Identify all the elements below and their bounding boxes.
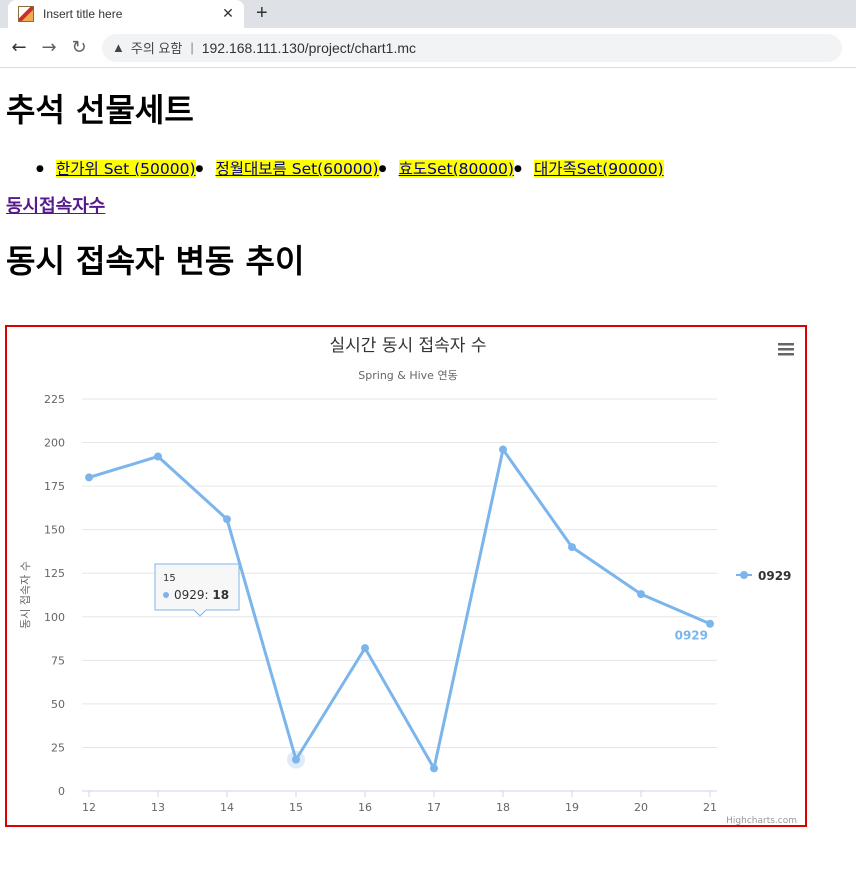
data-point[interactable] — [568, 543, 576, 552]
credits[interactable]: Highcharts.com — [726, 816, 797, 826]
line-chart: 실시간 동시 접속자 수 Spring & Hive 연동 0 25 50 75 100… — [19, 336, 797, 826]
chart-title: 실시간 동시 접속자 수 — [330, 336, 487, 356]
security-warning[interactable]: 주의 요함 — [130, 41, 183, 56]
series-0929[interactable]: 0929 — [85, 445, 714, 773]
back-icon[interactable]: ← — [11, 37, 27, 58]
y-tick-label: 125 — [44, 567, 65, 580]
x-tick-label: 17 — [427, 801, 441, 814]
chart-container: 실시간 동시 접속자 수 Spring & Hive 연동 0 25 50 75 100… — [5, 325, 807, 827]
tooltip-box — [154, 563, 240, 617]
gift-item: 정월대보름 Set(60000) — [196, 158, 379, 180]
x-tick-label: 16 — [358, 801, 372, 814]
hamburger-menu-icon[interactable] — [778, 343, 794, 356]
data-point[interactable] — [637, 590, 645, 599]
y-tick-label: 0 — [58, 785, 65, 798]
x-tick-label: 19 — [565, 801, 579, 814]
data-point[interactable] — [223, 515, 231, 524]
y-axis-label: 동시 접속자 수 — [19, 561, 32, 629]
tooltip-value: 0929: 18 — [174, 588, 229, 602]
data-point[interactable] — [154, 452, 162, 461]
browser-tab[interactable]: Insert title here ✕ — [8, 0, 244, 28]
browser-tab-bar: Insert title here ✕ + — [0, 0, 856, 28]
address-bar[interactable]: ▲ 주의 요함 | 192.168.111.130/project/chart1… — [102, 33, 842, 62]
x-tick-label: 18 — [496, 801, 510, 814]
x-tick-label: 13 — [151, 801, 165, 814]
x-axis-ticks: 12 13 14 15 16 17 18 19 20 21 — [82, 791, 717, 814]
warning-icon[interactable]: ▲ — [112, 40, 125, 55]
url-text[interactable]: 192.168.111.130/project/chart1.mc — [201, 39, 417, 56]
data-point[interactable] — [292, 755, 300, 764]
y-tick-label: 150 — [44, 524, 65, 537]
data-point[interactable] — [85, 473, 93, 482]
y-tick-label: 225 — [44, 393, 65, 406]
gift-link-hangawi[interactable]: 한가위 Set (50000) — [56, 160, 196, 178]
favicon-icon — [18, 6, 34, 22]
data-point[interactable] — [361, 644, 369, 653]
gift-item: 대가족Set(90000) — [514, 158, 664, 180]
browser-toolbar: ← → ↻ ▲ 주의 요함 | 192.168.111.130/project/… — [0, 28, 856, 68]
gift-item: 효도Set(80000) — [379, 158, 514, 180]
gift-link-daegajok[interactable]: 대가족Set(90000) — [533, 160, 664, 178]
close-tab-icon[interactable]: ✕ — [222, 6, 234, 22]
reload-icon[interactable]: ↻ — [71, 37, 87, 58]
section-title: 동시 접속자 변동 추이 — [6, 242, 305, 280]
y-tick-label: 175 — [44, 480, 65, 493]
y-tick-label: 100 — [44, 611, 65, 624]
omnibox-divider: | — [190, 40, 194, 55]
chart-subtitle: Spring & Hive 연동 — [358, 369, 457, 382]
data-point[interactable] — [706, 619, 714, 628]
legend-item-label[interactable]: 0929 — [758, 569, 791, 583]
y-tick-label: 50 — [51, 698, 65, 711]
x-tick-label: 20 — [634, 801, 648, 814]
tooltip-header: 15 — [163, 573, 176, 584]
tooltip: 15 0929: 18 — [154, 563, 240, 617]
y-tick-label: 75 — [51, 654, 65, 667]
data-point[interactable] — [430, 764, 438, 773]
data-point[interactable] — [499, 445, 507, 454]
forward-icon[interactable]: → — [41, 37, 57, 58]
x-tick-label: 14 — [220, 801, 234, 814]
concurrent-users-link[interactable]: 동시접속자수 — [6, 196, 106, 217]
page-content: 추석 선물세트 한가위 Set (50000) 정월대보름 Set(60000)… — [0, 90, 856, 281]
y-axis-ticks: 0 25 50 75 100 125 150 175 200 225 — [44, 393, 65, 798]
series-end-label: 0929 — [675, 629, 708, 643]
tab-title: Insert title here — [43, 7, 123, 21]
x-tick-label: 12 — [82, 801, 96, 814]
x-tick-label: 21 — [703, 801, 717, 814]
gift-link-hyodo[interactable]: 효도Set(80000) — [398, 160, 514, 178]
tooltip-marker — [163, 592, 169, 598]
new-tab-icon[interactable]: + — [256, 2, 268, 24]
y-tick-label: 25 — [51, 741, 65, 754]
gift-link-jeongwol[interactable]: 정월대보름 Set(60000) — [215, 160, 379, 178]
legend-marker[interactable] — [740, 571, 748, 579]
legend[interactable]: 0929 — [736, 569, 791, 583]
y-tick-label: 200 — [44, 437, 65, 450]
series-line[interactable] — [88, 448, 711, 770]
gift-item: 한가위 Set (50000) — [36, 158, 196, 180]
gift-set-list: 한가위 Set (50000) 정월대보름 Set(60000) 효도Set(8… — [6, 158, 850, 180]
page-title: 추석 선물세트 — [6, 91, 194, 129]
x-tick-label: 15 — [289, 801, 303, 814]
